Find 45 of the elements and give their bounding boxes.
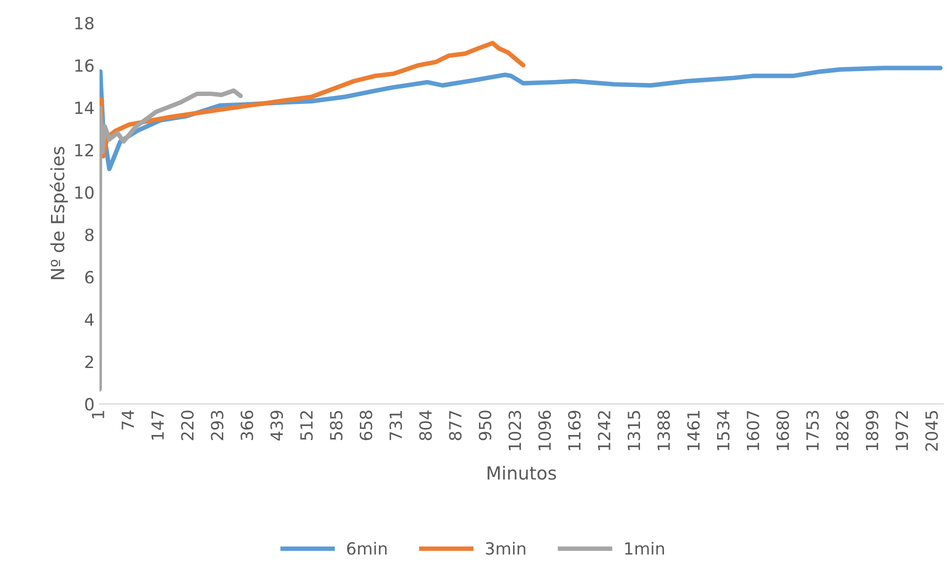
- y-tick-label: 12: [75, 144, 94, 156]
- y-tick-label: 14: [75, 102, 94, 114]
- x-tick-label: 1461: [687, 411, 700, 450]
- x-tick-label: 1534: [716, 410, 730, 450]
- y-axis-title: Nº de Espécies: [50, 146, 68, 280]
- legend-label: 3min: [486, 542, 526, 555]
- x-tick-label: 658: [360, 410, 372, 440]
- x-tick-label: 366: [240, 410, 254, 440]
- y-tick-label: 16: [75, 59, 94, 72]
- x-tick-label: 950: [478, 410, 492, 440]
- x-tick-label: 512: [300, 411, 313, 440]
- x-tick-label: 1169: [568, 410, 581, 450]
- legend-label: 1min: [625, 542, 664, 555]
- x-tick-label: 2045: [925, 410, 938, 451]
- x-tick-label: 1972: [896, 411, 908, 450]
- line-series: [100, 88, 243, 392]
- x-tick-label: 804: [419, 410, 432, 440]
- legend-label: 6min: [347, 542, 387, 555]
- y-tick-label: 10: [75, 186, 94, 199]
- x-tick-label: 1388: [657, 410, 670, 450]
- x-tick-label: 439: [270, 410, 283, 441]
- y-tick-label: 2: [85, 356, 94, 368]
- x-tick-label: 220: [181, 410, 194, 440]
- y-tick-label: 18: [75, 16, 94, 30]
- y-tick-label: 8: [85, 228, 94, 242]
- x-tick-label: 74: [122, 410, 134, 430]
- x-axis-title: Minutos: [488, 466, 556, 480]
- x-tick-label: 1899: [866, 410, 878, 450]
- x-tick-label: 1680: [776, 410, 790, 450]
- x-tick-label: 147: [152, 410, 164, 440]
- y-tick-label: 6: [85, 270, 94, 284]
- x-tick-label: 1096: [538, 410, 551, 450]
- x-tick-label: 731: [389, 411, 402, 440]
- x-tick-label: 877: [448, 410, 462, 440]
- y-tick-label: 4: [84, 313, 94, 326]
- x-tick-label: 1242: [598, 411, 610, 450]
- x-tick-label: 1: [92, 411, 104, 418]
- x-tick-label: 585: [330, 410, 343, 440]
- x-tick-label: 1826: [836, 410, 849, 450]
- y-tick-label: 0: [85, 398, 94, 411]
- x-tick-label: 1753: [806, 410, 819, 450]
- x-tick-label: 1607: [746, 410, 760, 450]
- x-tick-label: 1023: [508, 410, 522, 450]
- x-tick-label: 1315: [628, 410, 640, 450]
- x-tick-label: 293: [210, 410, 224, 440]
